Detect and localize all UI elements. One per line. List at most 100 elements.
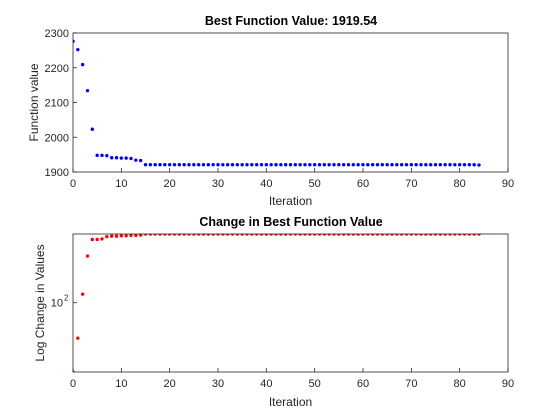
bottom-data-point	[404, 234, 409, 236]
top-axes: Best Function Value: 1919.54 Iteration F…	[27, 14, 514, 208]
bottom-data-point	[225, 234, 230, 236]
bottom-data-point	[428, 234, 433, 236]
bottom-data-point	[433, 234, 438, 236]
top-y-tick-label: 2300	[45, 28, 69, 40]
bottom-data-point	[119, 234, 124, 238]
bottom-data-point	[308, 234, 312, 236]
top-y-tick-label: 1900	[45, 167, 69, 179]
bottom-axes: Change in Best Function Value Iteration …	[33, 215, 514, 409]
bottom-data-point	[467, 234, 472, 236]
bottom-data-point	[385, 234, 389, 236]
top-data-point	[240, 163, 244, 167]
top-data-point	[477, 163, 481, 167]
top-data-point	[201, 163, 206, 167]
top-data-point	[250, 163, 254, 167]
bottom-x-tick-label: 90	[502, 378, 514, 390]
top-data-point	[472, 163, 476, 167]
top-data-point	[177, 163, 182, 167]
top-data-point	[114, 156, 119, 160]
bottom-y-tick-label: 10	[51, 298, 63, 310]
top-data-point	[346, 163, 351, 167]
top-data-point	[206, 163, 211, 167]
top-data-point	[269, 163, 273, 167]
bottom-data-point	[153, 234, 157, 236]
bottom-data-point	[158, 234, 162, 236]
bottom-data-point	[293, 234, 298, 236]
top-data-point	[264, 163, 269, 167]
bottom-data-point	[259, 234, 264, 236]
bottom-data-point	[187, 234, 191, 236]
bottom-data-point	[462, 234, 467, 236]
top-data-point	[254, 163, 259, 167]
top-data-point	[317, 163, 322, 167]
top-data-point	[322, 163, 327, 167]
top-data-point	[409, 163, 414, 167]
bottom-x-axis-label: Iteration	[269, 395, 312, 409]
top-data-point	[380, 163, 385, 167]
bottom-x-tick-label: 40	[260, 378, 272, 390]
top-data-point	[153, 163, 157, 167]
bottom-data-point	[196, 234, 201, 236]
bottom-data-point	[274, 234, 278, 236]
top-x-tick-label: 0	[70, 178, 76, 190]
bottom-data-point	[356, 234, 360, 236]
bottom-data-point	[206, 234, 211, 236]
top-data-point	[375, 163, 380, 167]
bottom-data-point	[114, 234, 119, 238]
bottom-data-point	[477, 234, 481, 236]
top-x-tick-label: 40	[260, 178, 272, 190]
top-marks-layer: 0 10 20 30 40 50 60 70 80 90 1900 2000 2100 2200 2300	[45, 28, 515, 190]
bottom-data-point	[424, 234, 428, 236]
top-data-point	[100, 153, 104, 158]
top-data-point	[288, 163, 293, 167]
top-data-point	[225, 163, 230, 167]
bottom-data-point	[230, 234, 235, 236]
top-data-point	[453, 163, 457, 167]
bottom-data-point	[375, 234, 380, 236]
bottom-data-point	[457, 234, 462, 236]
top-data-point	[95, 153, 99, 158]
top-x-tick-label: 80	[454, 178, 466, 190]
bottom-data-point	[414, 234, 418, 236]
top-data-point	[337, 163, 341, 167]
top-x-axis-label: Iteration	[269, 194, 312, 208]
bottom-data-point	[129, 234, 133, 238]
bottom-data-point	[390, 234, 394, 236]
bottom-data-point	[100, 237, 104, 241]
bottom-data-point	[105, 234, 109, 239]
bottom-data-point	[361, 234, 365, 236]
top-x-tick-label: 10	[115, 178, 127, 190]
top-data-point	[73, 39, 75, 44]
top-data-point	[414, 163, 418, 167]
bottom-x-tick-label: 0	[70, 378, 76, 390]
bottom-data-point	[177, 234, 182, 236]
bottom-data-point	[163, 234, 167, 236]
top-data-point	[467, 163, 472, 167]
top-data-point	[448, 163, 452, 167]
bottom-data-point	[298, 234, 302, 236]
bottom-data-point	[138, 234, 143, 237]
bottom-data-point	[254, 234, 259, 236]
top-data-point	[332, 163, 336, 167]
bottom-data-point	[134, 234, 138, 238]
bottom-data-point	[216, 234, 220, 236]
bottom-data-point	[322, 234, 327, 236]
top-data-point	[327, 163, 331, 167]
top-data-point	[443, 163, 447, 167]
top-data-point	[274, 163, 278, 167]
top-data-point	[361, 163, 365, 167]
bottom-data-point	[312, 234, 317, 236]
top-data-point	[245, 163, 249, 167]
top-data-point	[163, 163, 167, 167]
bottom-data-point	[448, 234, 452, 236]
bottom-data-point	[73, 370, 75, 372]
top-x-tick-label: 20	[164, 178, 176, 190]
top-data-point	[366, 163, 370, 167]
top-data-point	[283, 163, 288, 167]
bottom-data-point	[124, 234, 128, 238]
top-data-point	[279, 163, 283, 167]
top-data-point	[308, 163, 312, 167]
bottom-x-tick-label: 20	[164, 378, 176, 390]
bottom-data-point	[211, 234, 215, 236]
